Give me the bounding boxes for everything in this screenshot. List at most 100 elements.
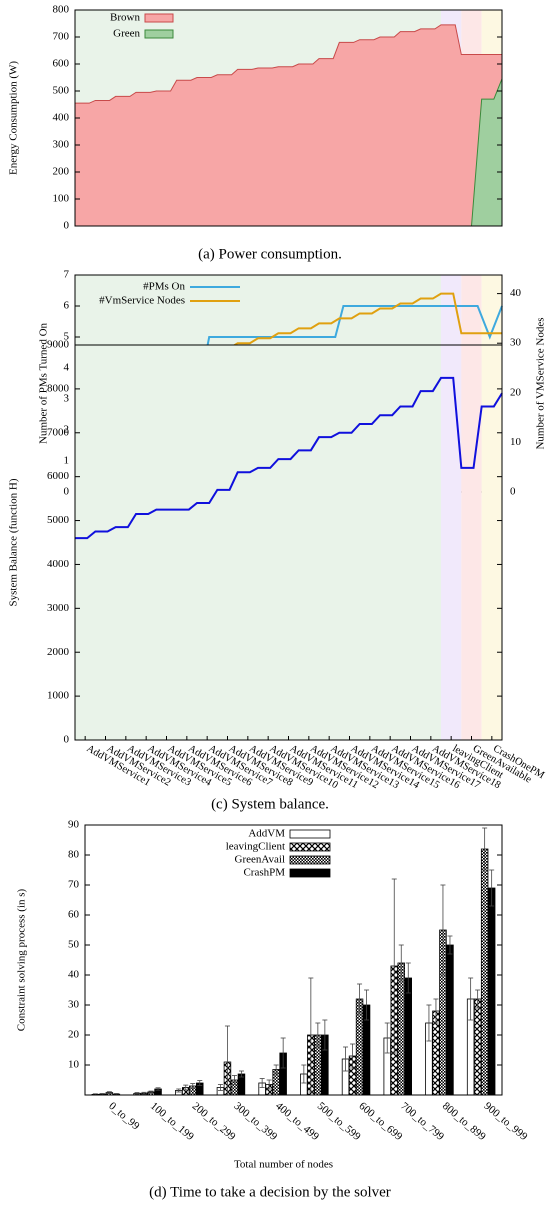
error-bar: [364, 989, 370, 1021]
error-bar: [384, 1022, 390, 1054]
error-bar: [391, 878, 397, 1054]
y-tick-label: 30: [68, 999, 80, 1011]
error-bar: [447, 935, 453, 955]
y-tick-label: 50: [68, 939, 80, 951]
error-bar: [190, 1083, 196, 1089]
y-tick-label: 600: [53, 58, 70, 70]
y-tick-label: 2: [64, 424, 70, 436]
error-bar: [301, 1064, 307, 1084]
error-bar: [217, 1084, 223, 1091]
background-band: [75, 345, 441, 740]
y-tick-label: 10: [68, 1059, 80, 1071]
y-tick-label: 3: [64, 393, 70, 405]
plot-area: [75, 376, 503, 540]
error-bar: [405, 962, 411, 994]
bar: [473, 998, 482, 1096]
bar: [487, 887, 496, 1096]
x-tick-label: 900_to_999: [482, 1100, 530, 1143]
y-tick-label: 5: [64, 331, 70, 343]
plot-area: [91, 827, 496, 1096]
error-bar: [350, 1043, 356, 1069]
y2-axis-title: Number of VMService Nodes: [535, 317, 547, 449]
legend-label: Green: [113, 28, 140, 40]
x-tick-label: 700_to_799: [398, 1100, 446, 1143]
y-tick-label: 700: [53, 31, 70, 43]
chart-4: 0_to_99 100_to_199200_to_299300_to_399400…: [16, 819, 530, 1201]
x-tick-label: 0_to_99: [106, 1100, 142, 1133]
error-bar: [197, 1080, 203, 1086]
error-bar: [433, 998, 439, 1024]
y-tick-label: 6000: [47, 470, 70, 482]
legend-swatch: [289, 855, 331, 865]
bar: [480, 848, 489, 1096]
y2-tick-label: 20: [510, 386, 522, 398]
chart-1: 0 100 200 300 400 500 600 700 800 Energy Consumpt…: [8, 4, 503, 262]
legend-label: #VmService Nodes: [99, 295, 185, 307]
error-bar: [489, 869, 495, 907]
y2-tick-label: 0: [510, 486, 516, 498]
y-tick-label: 20: [68, 1029, 80, 1041]
y-tick-label: 9000: [47, 339, 70, 351]
legend-swatch: [289, 842, 331, 852]
caption: (c) System balance.: [211, 796, 329, 812]
y-tick-label: 4000: [47, 558, 70, 570]
x-axis-title: Total number of nodes: [234, 1159, 333, 1171]
background-band: [441, 345, 462, 740]
error-bar: [398, 944, 404, 982]
y2-tick-label: 10: [510, 436, 522, 448]
y-tick-label: 7: [64, 269, 70, 281]
y-axis-title: Number of PMs Turned On: [38, 322, 50, 444]
error-bar: [308, 977, 314, 1093]
y-tick-label: 300: [53, 139, 70, 151]
error-bar: [273, 1064, 279, 1075]
error-bar: [468, 977, 474, 1021]
legend-label: leavingClient: [226, 841, 285, 853]
error-bar: [259, 1078, 265, 1088]
y-tick-label: 5000: [47, 514, 70, 526]
error-bar: [148, 1090, 154, 1094]
area: [74, 24, 503, 227]
bar: [404, 977, 412, 1096]
legend-label: CrashPM: [243, 867, 285, 879]
y-tick-label: 100: [53, 193, 70, 205]
error-bar: [482, 827, 488, 871]
error-bar: [155, 1087, 161, 1091]
legend-label: AddVM: [248, 828, 285, 840]
y-tick-label: 6: [64, 300, 70, 312]
error-bar: [343, 1046, 349, 1072]
y-tick-label: 200: [53, 166, 70, 178]
legend-label: GreenAvail: [235, 854, 286, 866]
x-tick-label: 500_to_599: [315, 1100, 363, 1143]
error-bar: [266, 1079, 272, 1090]
error-bar: [106, 1091, 112, 1094]
error-bar: [176, 1088, 182, 1093]
line: [75, 376, 503, 540]
y-tick-label: 7000: [47, 426, 70, 438]
y-tick-label: 70: [68, 879, 80, 891]
error-bar: [183, 1084, 189, 1091]
background-band: [481, 345, 502, 740]
background-band: [461, 345, 482, 740]
y-tick-label: 3000: [47, 602, 70, 614]
y-tick-label: 800: [53, 4, 70, 16]
error-bar: [280, 1037, 286, 1069]
caption: (d) Time to take a decision by the solve…: [149, 1184, 391, 1200]
y-tick-label: 80: [68, 849, 80, 861]
y-tick-label: 8000: [47, 382, 70, 394]
bar: [446, 944, 454, 1096]
y-tick-label: 0: [64, 734, 70, 746]
error-bar: [322, 1019, 328, 1051]
x-tick-label: 800_to_899: [440, 1100, 488, 1143]
bar: [397, 962, 405, 1096]
error-bar: [315, 1022, 321, 1048]
y-tick-label: 400: [53, 112, 70, 124]
error-bar: [134, 1092, 140, 1095]
y-axis-title: Constraint solving process (in s): [16, 888, 28, 1031]
y-tick-label: 1: [64, 455, 70, 467]
error-bar: [475, 989, 481, 1009]
legend-swatch: [289, 868, 331, 878]
error-bar: [426, 1004, 432, 1042]
y-axis-title: Energy Consumption (W): [8, 61, 20, 175]
legend-swatch: [144, 13, 174, 23]
